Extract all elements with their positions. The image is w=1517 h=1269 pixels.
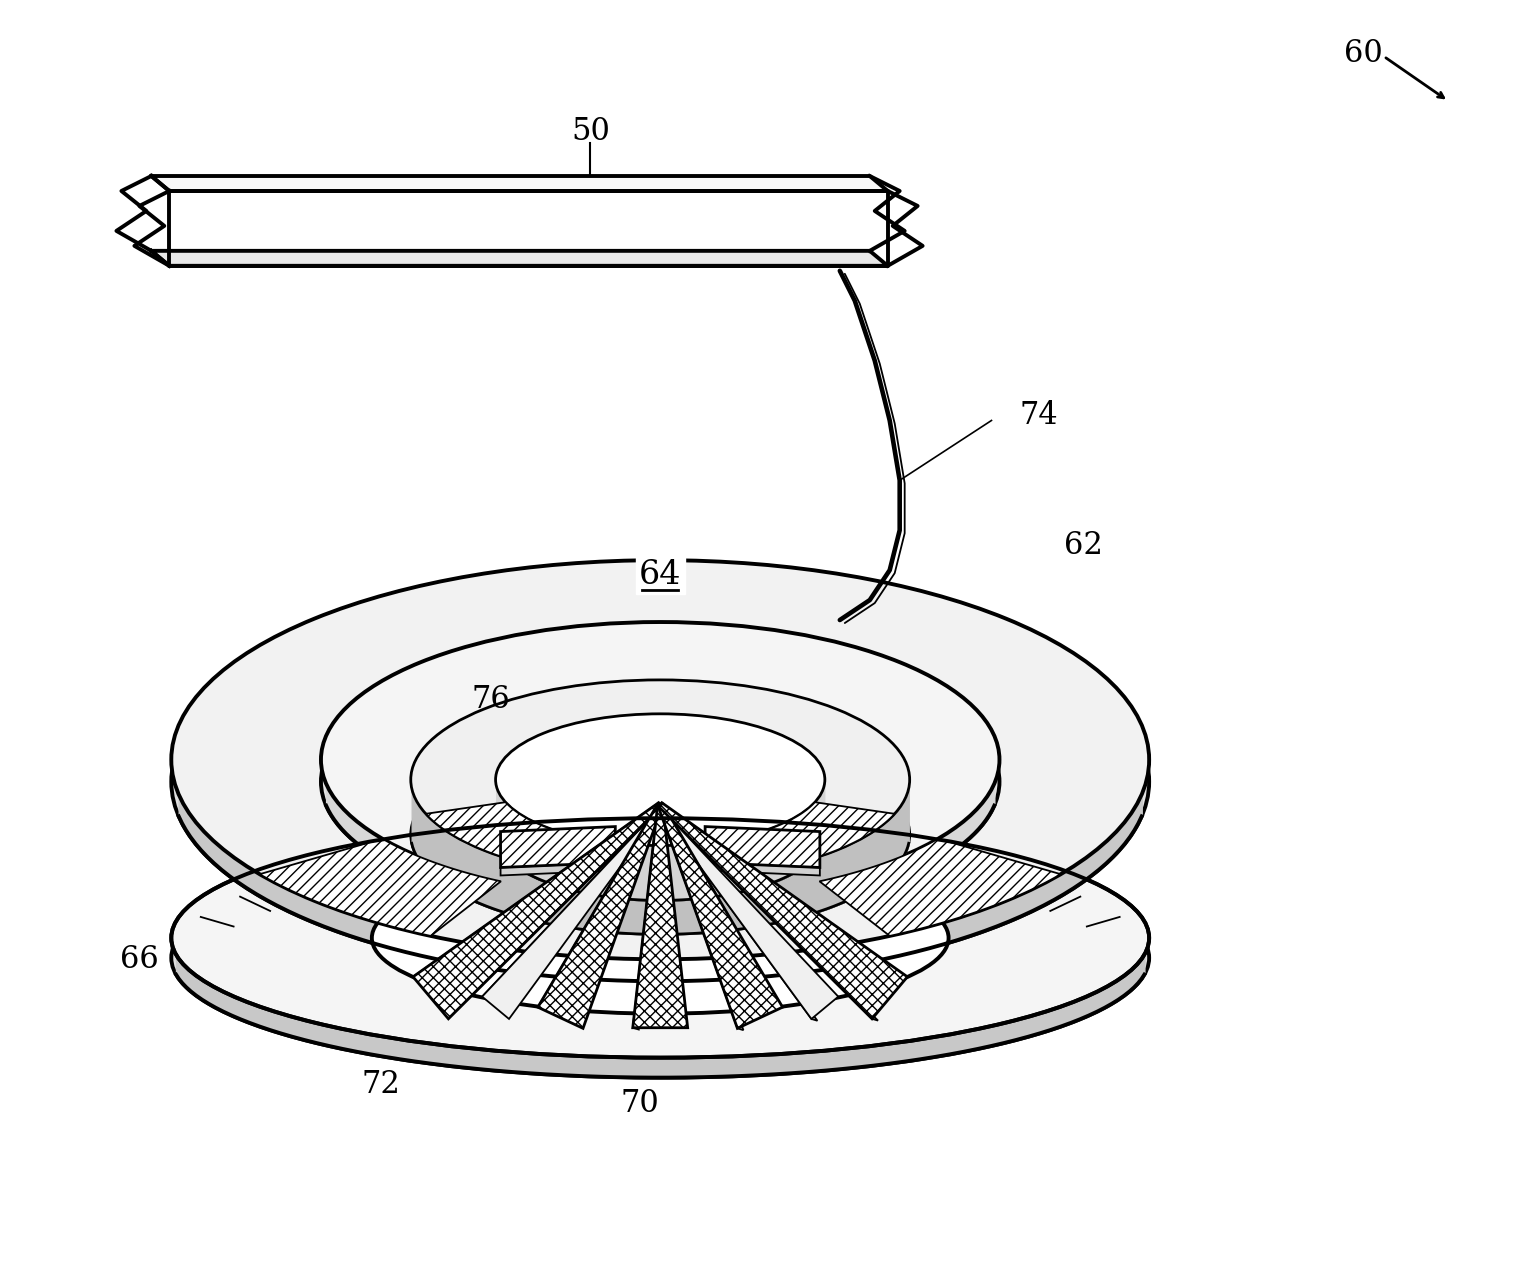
- Polygon shape: [705, 863, 819, 876]
- Text: 76: 76: [472, 684, 510, 716]
- Text: 60: 60: [1344, 38, 1384, 69]
- Polygon shape: [126, 176, 170, 204]
- Ellipse shape: [411, 735, 910, 934]
- Ellipse shape: [496, 714, 825, 845]
- Polygon shape: [539, 803, 664, 1009]
- Polygon shape: [482, 808, 664, 999]
- Text: 64: 64: [639, 560, 681, 591]
- Text: 72: 72: [361, 1068, 400, 1099]
- Polygon shape: [633, 805, 687, 1028]
- Polygon shape: [482, 808, 661, 1019]
- Ellipse shape: [322, 643, 1000, 919]
- Polygon shape: [633, 805, 664, 1029]
- Polygon shape: [705, 826, 819, 868]
- Polygon shape: [737, 802, 895, 868]
- Ellipse shape: [372, 862, 948, 1014]
- Polygon shape: [413, 803, 664, 978]
- Polygon shape: [501, 863, 616, 876]
- Polygon shape: [658, 811, 818, 1020]
- Polygon shape: [869, 176, 913, 251]
- Polygon shape: [413, 803, 661, 1019]
- Polygon shape: [658, 808, 839, 1019]
- Ellipse shape: [171, 582, 1150, 981]
- Polygon shape: [819, 839, 1060, 937]
- Polygon shape: [170, 190, 887, 265]
- Polygon shape: [658, 806, 743, 1030]
- Polygon shape: [117, 176, 152, 251]
- Ellipse shape: [496, 769, 825, 901]
- Ellipse shape: [322, 622, 1000, 897]
- Text: 62: 62: [1065, 529, 1103, 561]
- Polygon shape: [259, 839, 501, 937]
- Polygon shape: [658, 803, 783, 1028]
- Polygon shape: [152, 251, 887, 265]
- Text: 70: 70: [620, 1089, 660, 1119]
- Ellipse shape: [171, 560, 1150, 959]
- Polygon shape: [539, 803, 663, 1028]
- Polygon shape: [658, 807, 878, 1020]
- Ellipse shape: [171, 838, 1150, 1077]
- Text: 66: 66: [120, 944, 159, 975]
- Text: 50: 50: [570, 115, 610, 147]
- Text: 74: 74: [1019, 400, 1057, 431]
- Polygon shape: [658, 803, 907, 1019]
- Polygon shape: [426, 802, 583, 868]
- Polygon shape: [501, 826, 616, 868]
- Polygon shape: [152, 176, 887, 190]
- Ellipse shape: [171, 819, 1150, 1057]
- Ellipse shape: [411, 680, 910, 879]
